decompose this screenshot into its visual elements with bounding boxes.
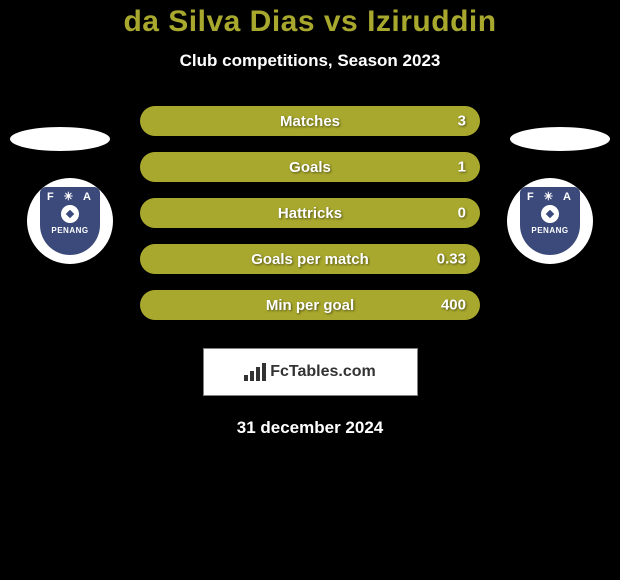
- badge-letter-right: A: [563, 191, 573, 203]
- stat-value: 400: [441, 297, 466, 314]
- bar-chart-icon: [244, 363, 266, 381]
- stat-value: 0: [458, 205, 466, 222]
- date-label: 31 december 2024: [0, 418, 620, 438]
- club-badge-right: F ✳ A PENANG: [507, 178, 593, 264]
- stat-label: Min per goal: [266, 297, 354, 314]
- stat-row: Matches 3: [140, 106, 480, 136]
- stat-label: Matches: [280, 113, 340, 130]
- stat-row: Goals per match 0.33: [140, 244, 480, 274]
- stat-value: 3: [458, 113, 466, 130]
- club-badge-left: F ✳ A PENANG: [27, 178, 113, 264]
- comparison-card: da Silva Dias vs Iziruddin Club competit…: [0, 0, 620, 438]
- badge-letter-left: F: [527, 191, 536, 203]
- soccer-ball-icon: [61, 205, 79, 223]
- stat-label: Goals: [289, 159, 331, 176]
- badge-shield: F ✳ A PENANG: [520, 187, 580, 255]
- crest-icon: ✳: [544, 190, 555, 203]
- branding-box: FcTables.com: [203, 348, 418, 396]
- stat-label: Goals per match: [251, 251, 369, 268]
- stat-label: Hattricks: [278, 205, 342, 222]
- badge-initials: F ✳ A: [47, 190, 93, 203]
- badge-club-name: PENANG: [531, 226, 568, 235]
- badge-shield: F ✳ A PENANG: [40, 187, 100, 255]
- badge-letter-right: A: [83, 191, 93, 203]
- badge-initials: F ✳ A: [527, 190, 573, 203]
- player-avatar-left: [10, 127, 110, 151]
- stat-value: 1: [458, 159, 466, 176]
- badge-club-name: PENANG: [51, 226, 88, 235]
- subtitle: Club competitions, Season 2023: [0, 51, 620, 71]
- crest-icon: ✳: [64, 190, 75, 203]
- stat-row: Hattricks 0: [140, 198, 480, 228]
- soccer-ball-icon: [541, 205, 559, 223]
- stat-value: 0.33: [437, 251, 466, 268]
- fctables-logo: FcTables.com: [244, 363, 376, 381]
- branding-text: FcTables.com: [270, 363, 376, 381]
- player-avatar-right: [510, 127, 610, 151]
- page-title: da Silva Dias vs Iziruddin: [0, 5, 620, 39]
- badge-letter-left: F: [47, 191, 56, 203]
- stat-row: Goals 1: [140, 152, 480, 182]
- stat-row: Min per goal 400: [140, 290, 480, 320]
